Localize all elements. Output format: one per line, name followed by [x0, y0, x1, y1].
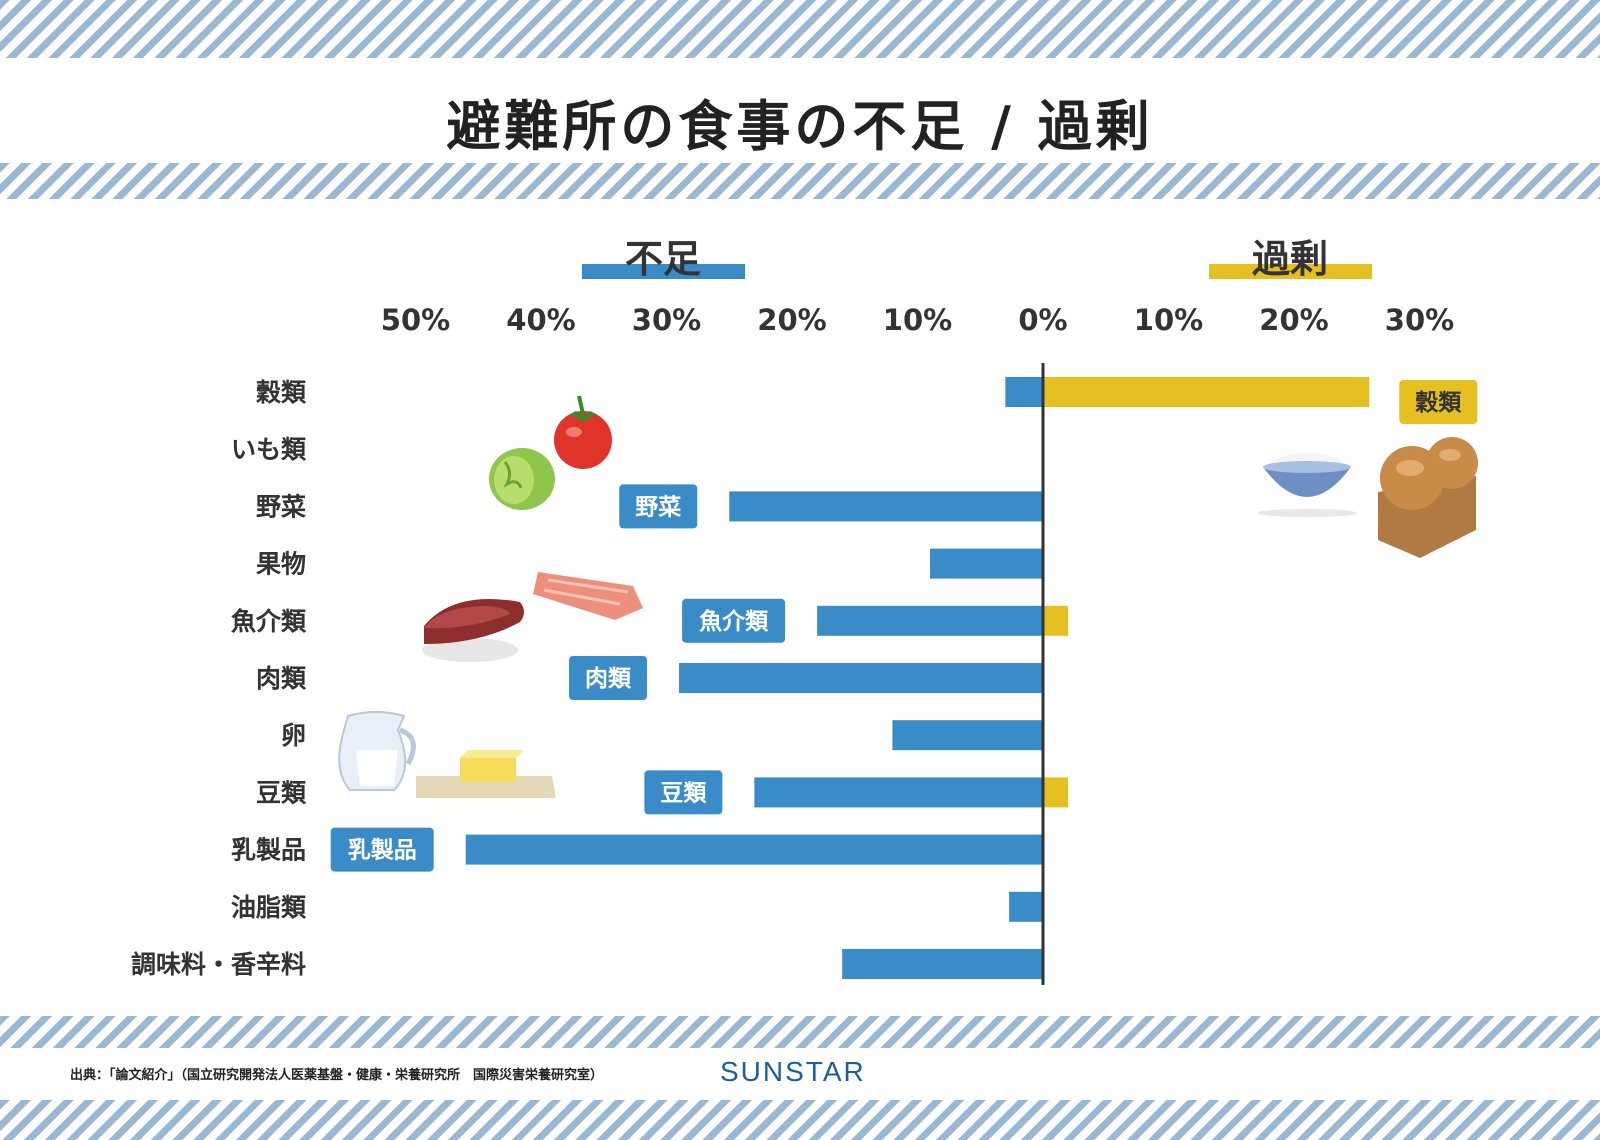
category-tag-box — [682, 598, 786, 643]
bar-shortage — [892, 720, 1043, 751]
excess-header: 過剰 — [1252, 237, 1328, 281]
butter-icon — [416, 750, 556, 798]
x-tick-label: 20% — [1259, 303, 1328, 337]
category-tag: 乳製品 — [348, 837, 417, 864]
category-tag-box — [1399, 380, 1478, 424]
category-label: いも類 — [231, 435, 307, 464]
bar-shortage — [930, 548, 1043, 579]
shortage-header: 不足 — [625, 237, 701, 281]
category-tag-box — [330, 827, 434, 872]
page-title: 避難所の食事の不足 / 過剰 — [446, 95, 1154, 158]
x-tick-label: 30% — [632, 303, 701, 337]
steak-icon — [422, 599, 524, 662]
diverging-bar-chart: 不足 過剰 50% 40% 30% 20% 10% 0% 10% 20% 30% — [131, 237, 1478, 985]
bar-shortage — [465, 834, 1043, 865]
stripe-band-mid — [0, 163, 1600, 199]
salmon-icon — [533, 572, 643, 620]
category-label: 果物 — [256, 550, 306, 579]
bar-shortage — [817, 605, 1043, 636]
bar-excess — [1043, 377, 1370, 407]
shortage-header-underline — [582, 264, 745, 279]
milk-pitcher-icon — [338, 711, 416, 791]
x-tick-label: 0% — [1018, 303, 1067, 337]
category-tag: 魚介類 — [699, 608, 769, 635]
category-label: 乳製品 — [231, 836, 306, 865]
bar-excess — [1043, 605, 1069, 636]
bar-shortage — [729, 491, 1043, 522]
category-tag: 肉類 — [585, 666, 632, 692]
category-tag-box — [569, 656, 648, 700]
source-note: 出典：「論文紹介」（国立研究開発法人医薬基盤・健康・栄養研究所 国際災害栄養研究… — [70, 1068, 604, 1083]
rice-bowl-icon — [1257, 453, 1357, 517]
category-label: 油脂類 — [231, 893, 307, 922]
stripe-band-bottom — [0, 1100, 1600, 1140]
x-tick-label: 10% — [1134, 303, 1203, 337]
excess-header-underline — [1209, 264, 1372, 279]
bar-shortage — [842, 949, 1043, 979]
x-tick-label: 30% — [1385, 303, 1454, 337]
category-tag-box — [619, 484, 698, 529]
bread-icon — [1378, 437, 1478, 558]
category-tag: 穀類 — [1415, 389, 1462, 416]
x-tick-label: 10% — [883, 303, 952, 337]
category-label: 穀類 — [256, 378, 307, 407]
category-tag: 豆類 — [660, 780, 707, 806]
bar-shortage — [754, 777, 1043, 808]
category-label: 野菜 — [256, 492, 306, 521]
x-axis-ticks: 50% 40% 30% 20% 10% 0% 10% 20% 30% — [381, 303, 1454, 337]
tomato-icon — [554, 395, 612, 469]
category-label: 肉類 — [256, 664, 307, 693]
x-tick-label: 20% — [757, 303, 826, 337]
bar-shortage — [1005, 377, 1043, 407]
food-illustrations — [338, 395, 1478, 798]
lettuce-icon — [489, 448, 555, 510]
brand-logo: SUNSTAR — [720, 1056, 866, 1087]
bar-excess — [1043, 777, 1069, 808]
stripe-band-low — [0, 1016, 1600, 1048]
category-tag-box — [644, 770, 723, 815]
x-tick-label: 40% — [506, 303, 575, 337]
category-tag: 野菜 — [635, 494, 681, 520]
x-tick-label: 50% — [381, 303, 450, 337]
bar-shortage — [1009, 891, 1043, 922]
category-label: 調味料・香辛料 — [131, 950, 306, 979]
category-label: 卵 — [281, 721, 306, 750]
category-label: 魚介類 — [231, 607, 307, 636]
category-label: 豆類 — [256, 778, 307, 807]
bar-shortage — [679, 663, 1043, 693]
stripe-band-top — [0, 0, 1600, 58]
bars-layer — [465, 377, 1370, 979]
